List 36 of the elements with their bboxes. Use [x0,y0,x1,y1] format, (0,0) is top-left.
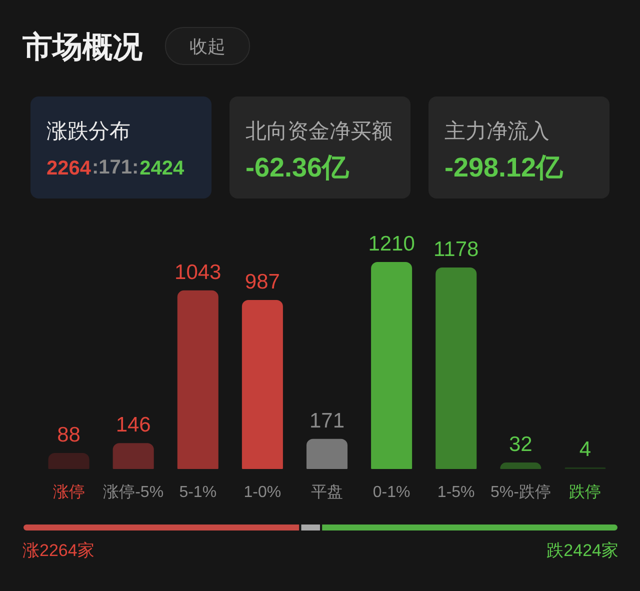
x-tick-label: 涨停-5% [103,483,164,501]
text: 2264:171:2424 [46,156,186,180]
bar [112,443,154,469]
bar [306,438,348,469]
text: 市场概况 [22,30,144,64]
text: 跌2424家 [546,541,619,560]
x-tick-label: 5-1% [179,484,217,501]
data-label: 987 [244,270,280,294]
text: 北向资金净买额 [246,120,392,143]
x-tick-label: 0-1% [372,484,410,501]
data-label: 32 [508,433,532,456]
data-label: 4 [579,438,592,461]
text: -298.12亿 [444,152,564,182]
data-label: 1178 [434,238,479,261]
x-tick-label: 跌停 [569,484,602,501]
x-tick-label: 平盘 [311,484,343,501]
text: 涨跌分布 [46,120,130,143]
bar [242,300,283,469]
bar [177,290,218,469]
text: 涨2264家 [22,541,94,560]
data-label: 146 [116,414,151,437]
text: -62.36亿 [246,152,350,182]
data-label: 88 [57,424,80,447]
bar [500,462,542,469]
x-tick-label: 1-0% [244,484,282,501]
x-tick-label: 5%-跌停 [490,484,551,501]
data-label: 1043 [174,260,222,284]
x-tick-label: 涨停 [52,483,85,501]
bar [48,453,90,469]
text: 主力净流入 [444,120,550,143]
x-tick-label: 1-5% [437,484,475,501]
data-label: 1210 [368,232,415,256]
bar [436,267,477,469]
bar [371,262,412,469]
text: 收起 [190,36,226,56]
data-label: 171 [309,409,345,432]
